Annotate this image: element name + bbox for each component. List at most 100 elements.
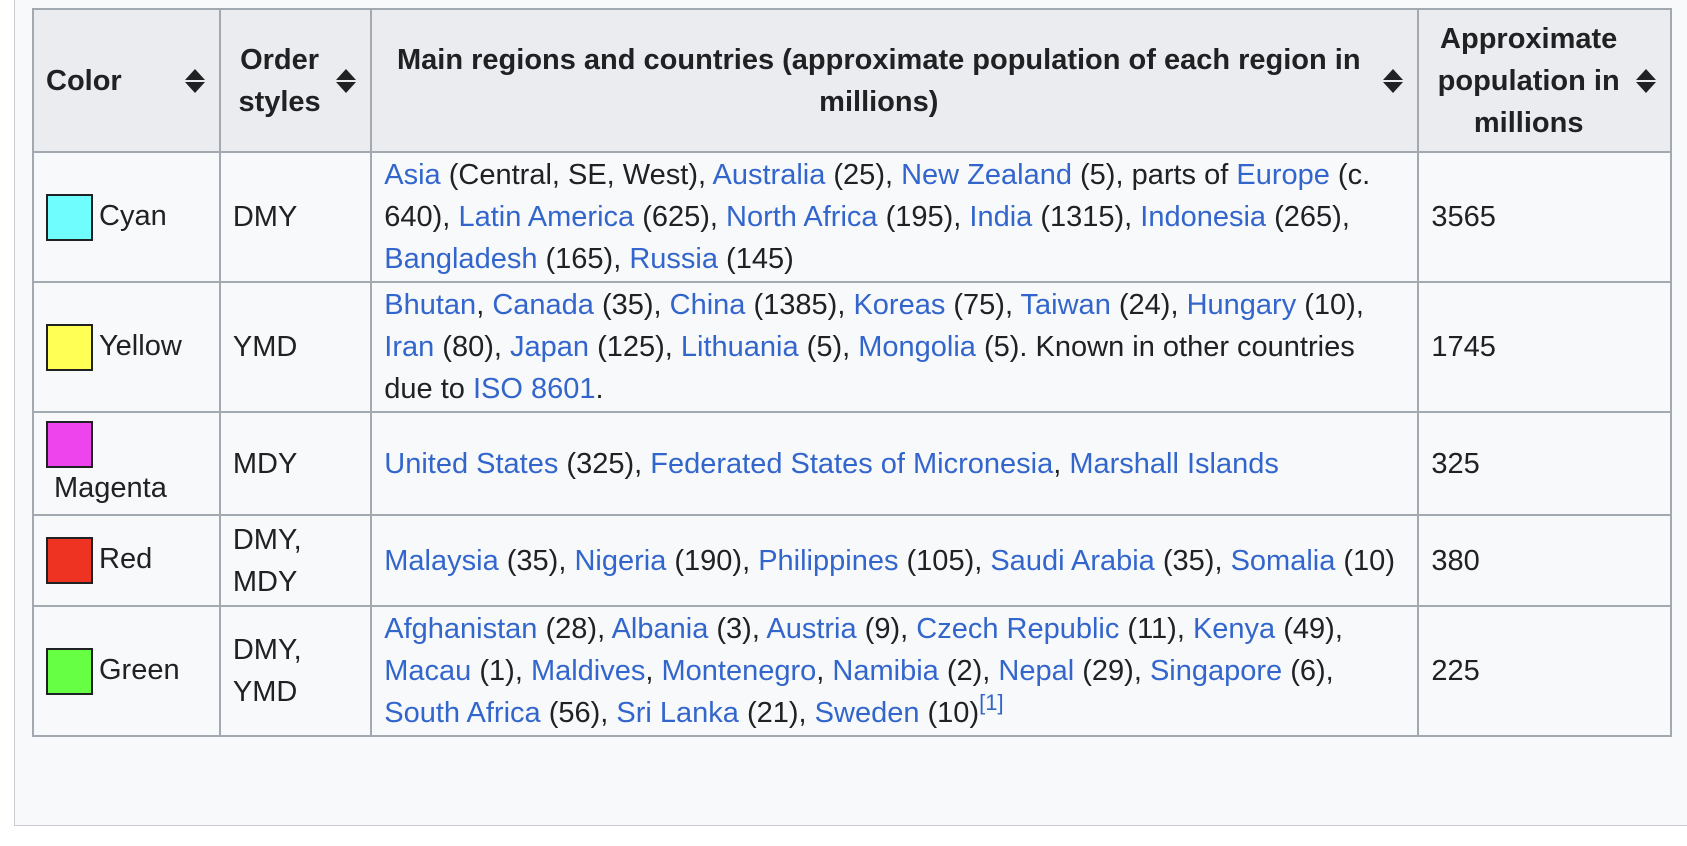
footnote-link[interactable]: [1] [979, 690, 1004, 715]
header-population[interactable]: Approximate population in millions [1417, 8, 1672, 153]
region-text: (29), [1074, 655, 1150, 687]
region-link[interactable]: Australia [712, 159, 826, 191]
region-link[interactable]: Saudi Arabia [990, 544, 1155, 577]
region-link[interactable]: Asia [384, 159, 441, 191]
region-text: , [476, 289, 493, 321]
header-row: Color Order styles Main regions and coun… [32, 8, 1672, 153]
region-link[interactable]: Nepal [998, 655, 1075, 687]
region-link[interactable]: Koreas [853, 289, 946, 321]
order-styles-cell: YMD [218, 281, 373, 413]
region-link[interactable]: Russia [629, 243, 718, 275]
color-cell: Magenta [32, 411, 221, 516]
regions-cell: United States (325), Federated States of… [370, 411, 1420, 516]
region-text: (25), [825, 159, 902, 191]
region-link[interactable]: Namibia [832, 655, 939, 687]
region-link[interactable]: ISO 8601 [472, 373, 596, 405]
region-link[interactable]: Lithuania [680, 331, 799, 363]
region-link[interactable]: Philippines [758, 544, 899, 577]
region-link[interactable]: Montenegro [661, 655, 817, 687]
region-text: (24), [1110, 289, 1187, 321]
region-text: , [1053, 447, 1070, 480]
region-text: (5), [798, 331, 859, 363]
region-text: (1), [471, 655, 531, 687]
region-text: (165), [537, 243, 630, 275]
region-text: (1315), [1032, 201, 1141, 233]
sort-icon[interactable] [336, 68, 357, 94]
region-link[interactable]: Malaysia [384, 544, 499, 577]
order-styles-cell: DMY, MDY [218, 514, 373, 607]
region-link[interactable]: Sweden [814, 697, 920, 729]
region-text: (6), [1282, 655, 1334, 687]
color-cell: Green [32, 605, 221, 737]
population-cell: 325 [1417, 411, 1672, 516]
region-text: (21), [738, 697, 815, 729]
region-link[interactable]: Bangladesh [384, 243, 538, 275]
region-link[interactable]: Bhutan [384, 289, 477, 321]
color-swatch [46, 537, 93, 584]
color-cell: Cyan [32, 151, 221, 283]
region-link[interactable]: Macau [384, 655, 472, 687]
region-link[interactable]: Maldives [530, 655, 646, 687]
region-link[interactable]: Austria [766, 613, 857, 645]
region-link[interactable]: Czech Republic [916, 613, 1120, 645]
region-link[interactable]: India [969, 201, 1033, 233]
header-color-label: Color [46, 64, 122, 97]
region-link[interactable]: Latin America [458, 201, 635, 233]
region-link[interactable]: Indonesia [1140, 201, 1267, 233]
header-color[interactable]: Color [32, 8, 221, 153]
region-text: (35), [593, 289, 670, 321]
region-link[interactable]: Somalia [1230, 544, 1336, 577]
color-swatch [46, 647, 93, 695]
region-text: (10) [1335, 544, 1395, 577]
region-link[interactable]: Japan [510, 331, 590, 363]
region-text: (145) [717, 243, 794, 275]
region-link[interactable]: Canada [492, 289, 594, 321]
table-row: Cyan DMY Asia (Central, SE, West), Austr… [32, 151, 1672, 283]
population-cell: 1745 [1417, 281, 1672, 413]
region-text: (105), [898, 544, 991, 577]
region-text: (28), [537, 613, 612, 645]
region-link[interactable]: Marshall Islands [1069, 447, 1279, 480]
header-order-styles-label: Order styles [238, 43, 321, 118]
region-text: . [595, 373, 604, 405]
region-text: (35), [498, 544, 575, 577]
region-link[interactable]: Iran [384, 331, 435, 363]
region-link[interactable]: Kenya [1192, 613, 1276, 645]
header-regions[interactable]: Main regions and countries (approximate … [370, 8, 1420, 153]
regions-cell: Malaysia (35), Nigeria (190), Philippine… [370, 514, 1420, 607]
region-link[interactable]: North Africa [726, 201, 878, 233]
sort-icon[interactable] [184, 68, 205, 94]
region-text: (195), [877, 201, 970, 233]
region-link[interactable]: South Africa [384, 697, 541, 729]
region-link[interactable]: New Zealand [901, 159, 1072, 191]
region-link[interactable]: Albania [611, 613, 709, 645]
table-row: Yellow YMD Bhutan, Canada (35), China (1… [32, 281, 1672, 413]
color-name: Yellow [99, 329, 182, 362]
header-order-styles[interactable]: Order styles [218, 8, 373, 153]
region-link[interactable]: Singapore [1149, 655, 1283, 687]
region-text: (10) [919, 697, 980, 729]
sort-icon[interactable] [1383, 68, 1404, 94]
date-format-table: Color Order styles Main regions and coun… [32, 8, 1672, 737]
region-link[interactable]: United States [384, 447, 559, 480]
region-link[interactable]: Europe [1236, 159, 1330, 191]
color-name: Cyan [99, 199, 167, 232]
header-population-label: Approximate population in millions [1437, 22, 1620, 139]
region-link[interactable]: Mongolia [858, 331, 976, 363]
region-link[interactable]: Hungary [1186, 289, 1297, 321]
region-text: (c. 640), [384, 159, 1371, 233]
sort-icon[interactable] [1636, 68, 1656, 94]
regions-cell: Afghanistan (28), Albania (3), Austria (… [370, 605, 1420, 737]
region-link[interactable]: Taiwan [1020, 289, 1111, 321]
region-link[interactable]: Nigeria [574, 544, 667, 577]
color-swatch [46, 193, 93, 241]
region-link[interactable]: Afghanistan [384, 613, 538, 645]
region-link[interactable]: China [669, 289, 746, 321]
region-text: (10), [1296, 289, 1364, 321]
order-styles-cell: DMY [218, 151, 373, 283]
region-text: (625), [634, 201, 727, 233]
region-link[interactable]: Federated States of Micronesia [650, 447, 1054, 480]
region-text: (5), parts of [1071, 159, 1237, 191]
region-link[interactable]: Sri Lanka [616, 697, 739, 729]
order-styles-cell: MDY [218, 411, 373, 516]
